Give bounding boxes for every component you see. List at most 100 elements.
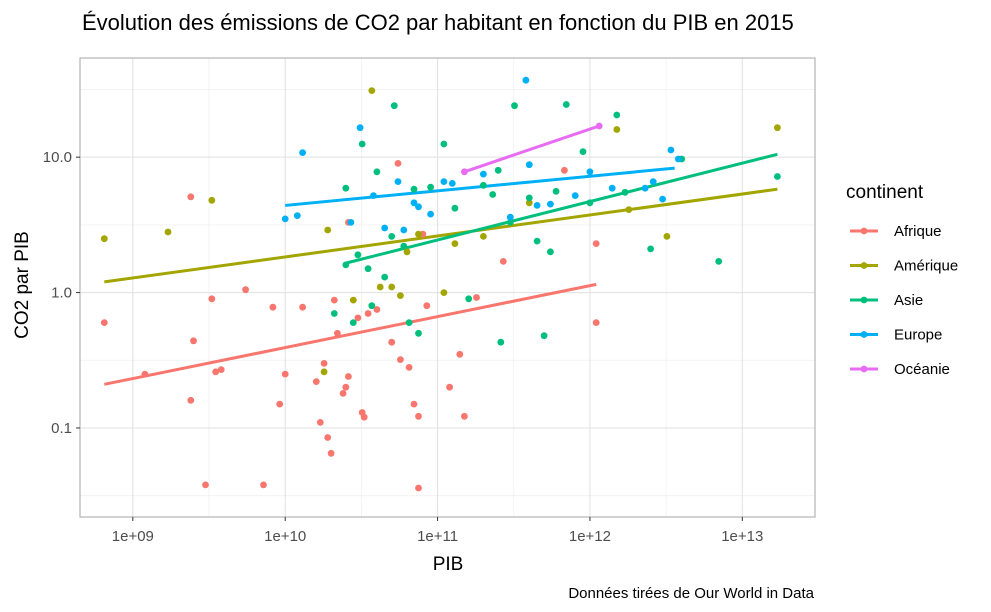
legend-item-oceanie: Océanie (850, 361, 950, 378)
point-afrique (473, 294, 480, 301)
point-afrique (354, 314, 362, 322)
point-afrique (405, 364, 413, 371)
point-europe (533, 202, 541, 209)
point-afrique (316, 419, 324, 426)
point-asie (489, 191, 497, 198)
point-asie (547, 248, 554, 256)
point-afrique (415, 412, 422, 420)
point-amerique (403, 248, 411, 256)
point-afrique (299, 303, 306, 311)
point-afrique (100, 319, 108, 326)
point-amerique (320, 368, 328, 376)
point-afrique (327, 449, 335, 457)
point-asie (621, 188, 629, 196)
point-europe (370, 192, 377, 200)
trend-line-amerique (104, 187, 778, 284)
point-asie (349, 319, 357, 326)
point-asie (354, 251, 362, 259)
plot-border (79, 57, 816, 518)
y-tick-label: 10.0 (43, 149, 72, 166)
point-asie (494, 166, 502, 174)
point-amerique (774, 124, 781, 132)
point-europe (586, 168, 594, 176)
point-europe (400, 226, 408, 234)
x-tick-label: 1e+12 (569, 528, 611, 545)
point-asie (511, 102, 518, 110)
legend-label: Asie (894, 292, 923, 309)
point-asie (540, 332, 548, 340)
point-europe (448, 180, 456, 187)
point-amerique (100, 235, 108, 243)
point-asie (390, 102, 398, 110)
point-asie (586, 199, 594, 207)
point-oceanie (595, 122, 603, 130)
trend-line-europe (285, 166, 675, 207)
legend-key-point (860, 331, 868, 338)
point-afrique (208, 295, 216, 303)
point-europe (347, 219, 355, 226)
point-oceanie (461, 168, 468, 176)
point-afrique (592, 240, 600, 248)
point-afrique (242, 286, 250, 294)
point-asie (579, 148, 587, 156)
point-asie (381, 273, 389, 281)
point-afrique (415, 484, 422, 492)
point-asie (562, 101, 570, 108)
point-afrique (269, 303, 277, 311)
point-asie (451, 204, 459, 212)
point-amerique (525, 199, 533, 207)
legend-item-amerique: Amérique (850, 258, 958, 275)
point-asie (415, 329, 422, 337)
trend-line-asie (345, 152, 778, 265)
point-afrique (212, 368, 220, 376)
point-afrique (324, 434, 332, 441)
point-europe (381, 224, 389, 232)
y-axis-title: CO2 par PIB (12, 231, 33, 339)
trend-lines (104, 124, 778, 386)
point-afrique (276, 400, 284, 408)
grid-lines (80, 58, 815, 517)
point-afrique (339, 390, 347, 397)
point-afrique (345, 373, 352, 380)
point-afrique (456, 350, 464, 358)
point-amerique (625, 206, 633, 214)
x-tick-label: 1e+11 (417, 528, 458, 545)
point-asie (410, 185, 418, 193)
point-amerique (349, 296, 357, 304)
point-amerique (663, 233, 671, 240)
chart-title: Évolution des émissions de CO2 par habit… (82, 10, 794, 35)
point-asie (774, 173, 781, 180)
point-europe (427, 210, 434, 218)
legend: continent Afrique Amérique Asie Europe Océan… (846, 182, 958, 378)
point-afrique (187, 193, 195, 201)
y-axis: 0.1 1.0 10.0 (43, 149, 80, 437)
point-asie (405, 319, 413, 326)
point-europe (415, 203, 422, 211)
point-asie (647, 245, 654, 253)
legend-key-point (860, 262, 868, 269)
point-afrique (141, 370, 149, 378)
trend-line-oceanie (463, 124, 600, 174)
legend-label: Océanie (894, 361, 950, 378)
point-europe (659, 195, 666, 203)
legend-label: Europe (894, 327, 942, 344)
point-afrique (360, 413, 368, 421)
point-europe (356, 124, 364, 132)
point-afrique (561, 166, 568, 174)
point-europe (293, 212, 301, 220)
point-asie (715, 258, 723, 265)
y-tick-label: 1.0 (51, 285, 72, 302)
point-amerique (415, 230, 422, 238)
legend-item-asie: Asie (850, 292, 923, 309)
point-afrique (397, 356, 404, 363)
x-tick-label: 1e+10 (264, 528, 306, 545)
point-europe (480, 170, 487, 178)
point-afrique (592, 319, 600, 326)
point-asie (497, 338, 505, 346)
point-afrique (312, 378, 320, 385)
point-europe (641, 184, 649, 192)
point-afrique (217, 366, 225, 373)
point-asie (552, 187, 560, 195)
point-afrique (281, 370, 289, 378)
point-europe (522, 76, 530, 84)
